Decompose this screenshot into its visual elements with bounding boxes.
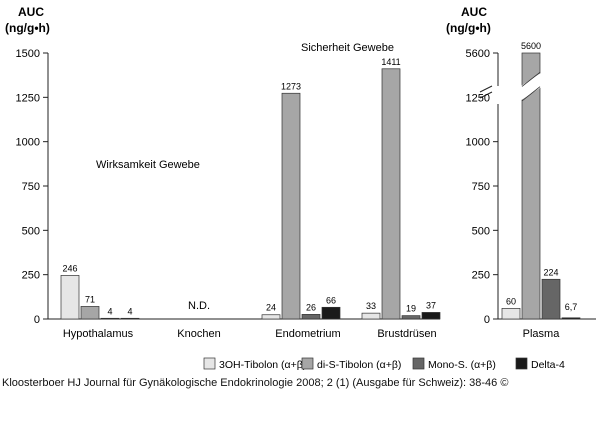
bar-endometrium-series-3 bbox=[301, 314, 321, 320]
left-tick-label: 750 bbox=[22, 181, 40, 193]
right-tick-label: 250 bbox=[472, 270, 490, 282]
data-label: 1273 bbox=[281, 81, 301, 91]
bar-endometrium-series-2 bbox=[281, 92, 301, 320]
bar-plasma-series-4 bbox=[561, 317, 581, 320]
bar-brustdrüsen-series-4 bbox=[421, 312, 441, 320]
data-label: 37 bbox=[426, 300, 436, 310]
left-tick-label: 500 bbox=[22, 225, 40, 237]
legend-swatch bbox=[203, 357, 216, 370]
source-caption: Kloosterboer HJ Journal für Gynäkologisc… bbox=[2, 377, 509, 389]
y-axis-ticks: 0 0 250 250 500 500 750 750 1000 1000 1250 1250 1500… bbox=[16, 48, 498, 326]
bars bbox=[60, 52, 581, 320]
left-tick-label: 1500 bbox=[16, 48, 40, 60]
category-label-endometrium: Endometrium bbox=[275, 328, 340, 340]
data-label: 24 bbox=[266, 303, 276, 313]
data-label: 5600 bbox=[521, 41, 541, 51]
bar-brustdrüsen-series-3 bbox=[401, 315, 421, 320]
bar-brustdrüsen-series-2 bbox=[381, 68, 401, 320]
axis-break-mark bbox=[479, 91, 493, 99]
legend-label: Delta-4 bbox=[531, 359, 565, 371]
bar-plasma-series-2 bbox=[521, 52, 541, 320]
left-tick-label: 1250 bbox=[16, 92, 40, 104]
bar-hypothalamus-series-4 bbox=[120, 317, 140, 320]
data-label: 33 bbox=[366, 301, 376, 311]
right-axis-title: AUC (ng/g•h) bbox=[446, 5, 491, 35]
bar-hypothalamus-series-3 bbox=[100, 317, 120, 320]
data-label: 71 bbox=[85, 294, 95, 304]
category-label-knochen: Knochen bbox=[177, 328, 220, 340]
right-tick-label: 0 bbox=[484, 314, 490, 326]
data-label: 246 bbox=[62, 263, 77, 273]
data-label: 66 bbox=[326, 295, 336, 305]
right-tick-label: 5600 bbox=[466, 48, 490, 60]
left-axis-title-line-1: AUC bbox=[18, 5, 44, 19]
category-label-hypothalamus: Hypothalamus bbox=[63, 328, 134, 340]
data-label: 26 bbox=[306, 302, 316, 312]
left-tick-label: 1000 bbox=[16, 137, 40, 149]
bar-endometrium-series-4 bbox=[321, 306, 341, 320]
bar-plasma-series-3 bbox=[541, 278, 561, 320]
right-tick-label: 750 bbox=[472, 181, 490, 193]
sicherheit-annotation: Sicherheit Gewebe bbox=[301, 42, 394, 54]
bar-hypothalamus-series-2 bbox=[80, 306, 100, 320]
data-label: 4 bbox=[127, 306, 132, 316]
legend: 3OH-Tibolon (α+β) di-S-Tibolon (α+β) Mono-… bbox=[203, 357, 565, 371]
left-tick-label: 250 bbox=[22, 270, 40, 282]
right-axis-title-line-2: (ng/g•h) bbox=[446, 21, 491, 35]
bar-chart: AUC (ng/g•h) AUC (ng/g•h) 0 0 250 250 500 500… bbox=[5, 5, 596, 371]
bar-hypothalamus-series-1 bbox=[60, 275, 80, 320]
bar-endometrium-series-1 bbox=[261, 314, 281, 320]
left-axis-title-line-2: (ng/g•h) bbox=[5, 21, 50, 35]
legend-label: Mono-S. (α+β) bbox=[428, 359, 496, 371]
data-label: 6,7 bbox=[565, 302, 578, 312]
category-labels: Hypothalamus Knochen Endometrium Brustdrüse… bbox=[63, 328, 560, 340]
data-labels: 246 24 33 60 71 1273 1411 5600 4 26 19 224 4 66 37 6,7 bbox=[62, 41, 577, 316]
left-tick-label: 0 bbox=[34, 314, 40, 326]
legend-label: di-S-Tibolon (α+β) bbox=[317, 359, 401, 371]
category-label-plasma: Plasma bbox=[523, 328, 561, 340]
right-axis-title-line-1: AUC bbox=[461, 5, 487, 19]
right-tick-label: 1250 bbox=[466, 92, 490, 104]
data-label: 1411 bbox=[381, 57, 400, 67]
axis-break-mark bbox=[479, 85, 493, 93]
left-axis-title: AUC (ng/g•h) bbox=[5, 5, 50, 35]
legend-swatch bbox=[515, 357, 528, 370]
bar-break-line bbox=[521, 71, 541, 87]
bar-break-line bbox=[521, 86, 541, 102]
nd-annotation: N.D. bbox=[188, 300, 210, 312]
data-label: 19 bbox=[406, 304, 416, 314]
right-tick-label: 500 bbox=[472, 225, 490, 237]
bar-brustdrüsen-series-1 bbox=[361, 312, 381, 320]
chart-axes bbox=[47, 53, 596, 320]
category-label-brustdrüsen: Brustdrüsen bbox=[377, 328, 436, 340]
data-label: 4 bbox=[107, 306, 112, 316]
legend-swatch bbox=[301, 357, 314, 370]
legend-label: 3OH-Tibolon (α+β) bbox=[219, 359, 306, 371]
bar-plasma-series-1 bbox=[501, 308, 521, 320]
right-tick-label: 1000 bbox=[466, 137, 490, 149]
data-label: 60 bbox=[506, 296, 516, 306]
wirksamkeit-annotation: Wirksamkeit Gewebe bbox=[96, 159, 200, 171]
bar-break-gap bbox=[520, 72, 542, 101]
data-label: 224 bbox=[543, 267, 558, 277]
legend-swatch bbox=[412, 357, 425, 370]
